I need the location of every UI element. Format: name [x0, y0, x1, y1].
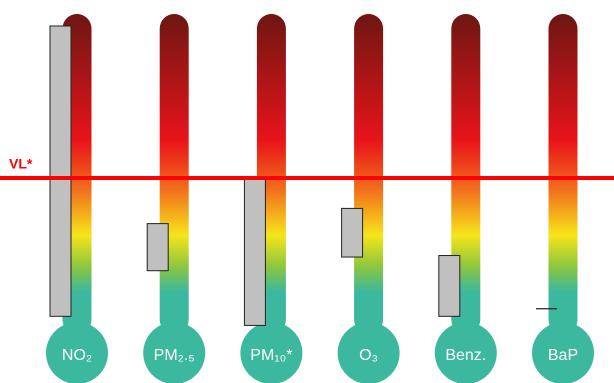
thermometer-tube — [548, 14, 578, 334]
category-label: Benz. — [445, 347, 486, 364]
category-label: BaP — [548, 347, 578, 364]
thermometer-bulb — [434, 322, 497, 383]
thermometer-tube — [451, 14, 481, 334]
category-label: NO₂ — [62, 347, 92, 364]
category-label: PM₂.₅ — [154, 347, 195, 364]
thermometer-bulb — [143, 322, 206, 383]
ranges — [49, 25, 557, 326]
thermometer-tube — [159, 14, 189, 334]
thermometer-bulb — [240, 322, 303, 383]
thermometer-tube — [354, 14, 384, 334]
limit-label: VL* — [9, 156, 33, 172]
thermometer-bulb — [46, 322, 108, 383]
range-box — [341, 207, 364, 258]
thermometer-bulb — [337, 322, 400, 383]
thermometers: NO₂ PM₂.₅ PM₁₀* O₃ Benz. BaP — [46, 14, 594, 383]
range-box — [49, 25, 72, 317]
range-box — [438, 255, 461, 317]
category-label: PM₁₀* — [250, 347, 292, 364]
range-box — [243, 179, 266, 326]
range-box — [146, 223, 169, 272]
thermometer-bulb — [532, 322, 594, 383]
category-label: O₃ — [359, 347, 378, 364]
